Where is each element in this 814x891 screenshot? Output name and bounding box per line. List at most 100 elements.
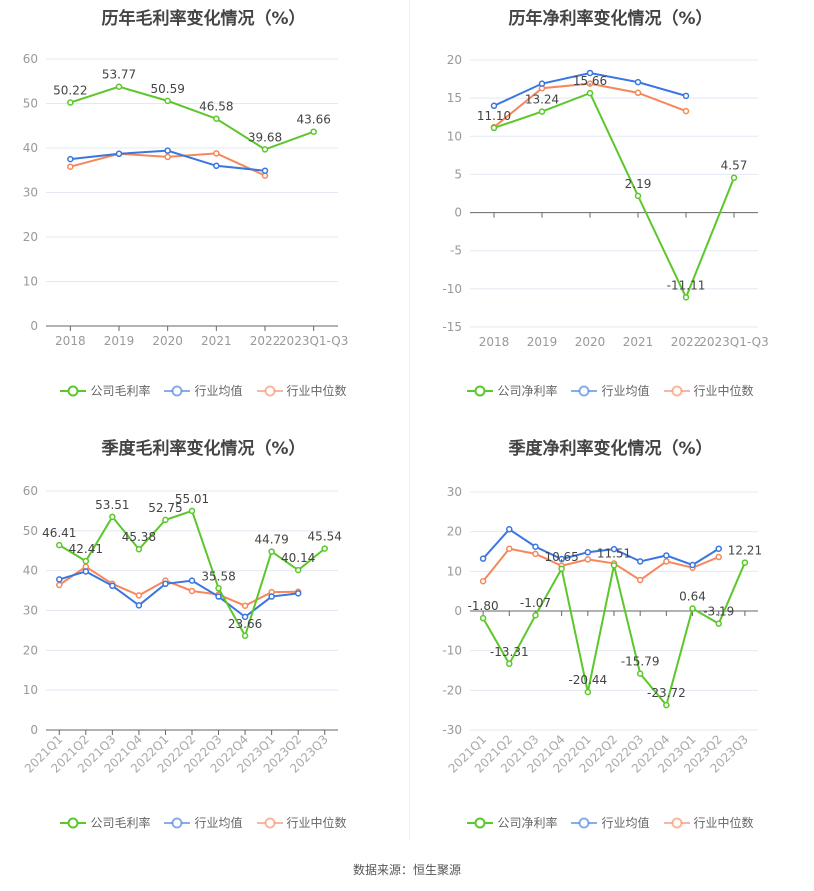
data-label: 35.58 — [201, 569, 235, 583]
legend-item[interactable]: 行业均值 — [571, 382, 650, 399]
data-point — [715, 553, 722, 561]
legend-label: 行业均值 — [601, 384, 650, 398]
x-tick-label: 2018 — [55, 334, 86, 348]
legend-label: 行业均值 — [601, 816, 650, 830]
y-tick-label: 20 — [447, 53, 462, 67]
y-tick-label: 0 — [30, 319, 38, 333]
y-tick-label: -15 — [442, 320, 462, 334]
y-tick-label: -10 — [442, 644, 462, 658]
series-line-0 — [493, 91, 735, 300]
data-point — [164, 97, 171, 105]
data-point — [241, 602, 249, 609]
data-point — [636, 670, 644, 677]
legend-item[interactable]: 公司毛利率 — [60, 382, 150, 399]
chart-legend: 公司净利率 行业均值 行业中位数 — [407, 814, 814, 831]
y-tick-label: 30 — [23, 604, 38, 618]
legend-item[interactable]: 行业中位数 — [256, 814, 347, 831]
y-tick-label: 5 — [454, 167, 462, 181]
x-tick-label: 2018 — [479, 335, 510, 349]
chart-title: 季度净利率变化情况（%） — [508, 439, 713, 459]
data-label: -11.11 — [667, 278, 706, 292]
series-line-1 — [482, 527, 720, 567]
legend-item[interactable]: 行业中位数 — [663, 382, 754, 399]
data-point — [241, 613, 249, 621]
y-tick-label: 10 — [447, 564, 462, 578]
data-label: 11.51 — [597, 546, 631, 560]
chart-title: 历年净利率变化情况（%） — [508, 9, 713, 29]
y-tick-label: -30 — [442, 723, 462, 737]
data-point — [715, 620, 722, 627]
legend-label: 行业均值 — [194, 816, 243, 830]
data-label: -1.80 — [468, 599, 499, 613]
data-label: 13.24 — [525, 93, 559, 107]
data-label: 53.77 — [102, 68, 136, 82]
data-point — [663, 558, 670, 565]
data-point — [663, 701, 670, 709]
data-point — [479, 614, 487, 622]
data-label: 43.66 — [296, 113, 330, 127]
legend-item[interactable]: 公司净利率 — [467, 814, 557, 831]
data-point — [506, 660, 513, 668]
data-label: 52.75 — [148, 501, 182, 515]
x-tick-label: 2023Q1-Q3 — [279, 334, 348, 348]
legend-item[interactable]: 行业均值 — [164, 382, 243, 399]
x-tick-label: 2021 — [623, 335, 654, 349]
chart-legend: 公司净利率 行业均值 行业中位数 — [407, 382, 814, 399]
y-tick-label: -5 — [450, 244, 462, 258]
data-point — [56, 576, 63, 583]
legend-marker-icon — [571, 817, 598, 828]
y-tick-label: 0 — [454, 206, 462, 220]
data-point — [294, 566, 302, 574]
data-point — [67, 99, 74, 106]
x-tick-label: 2021 — [201, 334, 232, 348]
data-point — [109, 582, 116, 590]
x-tick-label: 2020 — [575, 335, 606, 349]
chart-title: 历年毛利率变化情况（%） — [101, 9, 306, 29]
data-point — [634, 192, 642, 200]
data-point — [490, 124, 498, 132]
legend-item[interactable]: 行业均值 — [164, 814, 243, 831]
data-label: 50.22 — [53, 84, 87, 98]
legend-label: 行业中位数 — [286, 816, 347, 830]
data-source: 数据来源：恒生聚源 — [352, 863, 461, 877]
data-point — [584, 556, 592, 563]
chart-title: 季度毛利率变化情况（%） — [101, 439, 306, 459]
legend-item[interactable]: 行业均值 — [571, 814, 650, 831]
legend-item[interactable]: 行业中位数 — [256, 382, 347, 399]
legend-marker-icon — [164, 817, 191, 828]
data-point — [636, 576, 644, 584]
data-label: 50.59 — [150, 82, 184, 96]
y-tick-label: 40 — [23, 564, 38, 578]
data-point — [261, 167, 269, 174]
series-line-2 — [58, 565, 299, 607]
legend-item[interactable]: 公司净利率 — [467, 382, 557, 399]
legend-item[interactable]: 公司毛利率 — [60, 814, 150, 831]
data-label: 2.19 — [625, 177, 652, 191]
data-label: 53.51 — [95, 498, 129, 512]
data-label: 44.79 — [254, 533, 288, 547]
data-label: 40.14 — [281, 551, 315, 565]
y-tick-label: 20 — [23, 230, 38, 244]
data-point — [294, 590, 302, 597]
data-point — [310, 128, 317, 135]
data-point — [532, 611, 539, 619]
legend-item[interactable]: 行业中位数 — [663, 814, 754, 831]
data-label: 23.66 — [228, 617, 262, 631]
data-label: -1.07 — [520, 596, 551, 610]
data-point — [261, 146, 269, 153]
x-tick-label: 2019 — [527, 335, 558, 349]
data-point — [188, 507, 196, 515]
data-point — [164, 153, 171, 161]
data-point — [67, 163, 74, 170]
data-point — [479, 555, 487, 562]
data-point — [558, 555, 565, 563]
series-line-0 — [482, 562, 746, 708]
legend-marker-icon — [467, 385, 494, 396]
data-point — [715, 545, 722, 552]
legend-label: 公司净利率 — [497, 384, 558, 398]
data-label: -20.44 — [568, 673, 607, 687]
data-point — [506, 526, 513, 533]
data-label: 11.10 — [477, 109, 511, 123]
data-label: 15.66 — [573, 74, 607, 88]
data-point — [741, 559, 749, 566]
